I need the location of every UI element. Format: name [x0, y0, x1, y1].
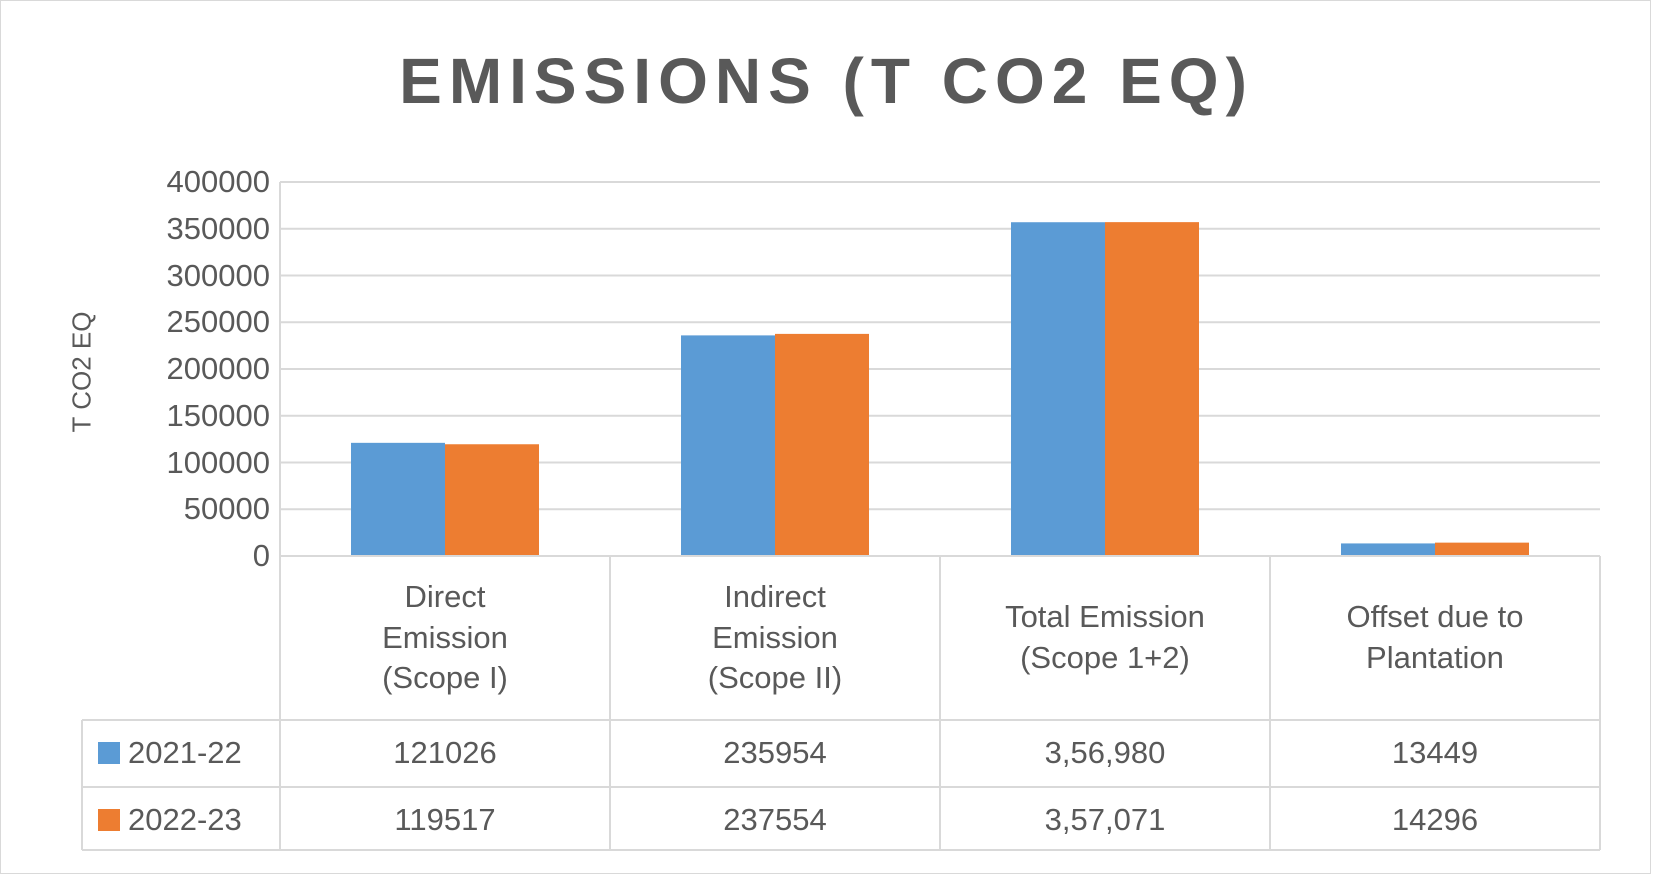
- table-cell: 14296: [1391, 802, 1479, 837]
- legend-entry-2021-22: 2021-22: [84, 720, 280, 786]
- y-tick-label: 250000: [166, 304, 270, 340]
- table-cell: 3,57,071: [1044, 802, 1166, 837]
- y-tick-label: 300000: [166, 257, 270, 293]
- table-cell: 13449: [1391, 735, 1479, 770]
- y-tick-label: 400000: [166, 164, 270, 199]
- bar-2022-23-0: [445, 444, 539, 556]
- y-tick-label: 0: [252, 538, 270, 573]
- table-cell: 237554: [723, 802, 827, 837]
- y-tick-label: 50000: [183, 491, 270, 527]
- x-category-label: Total Emission (Scope 1+2): [1005, 599, 1205, 675]
- legend-label: 2021-22: [128, 735, 242, 770]
- y-tick-label: 350000: [166, 210, 270, 246]
- bar-2022-23-1: [775, 333, 869, 556]
- y-tick-label: 100000: [166, 444, 270, 480]
- table-cell: 3,56,980: [1044, 735, 1166, 770]
- bar-2021-22-2: [1011, 222, 1105, 556]
- bar-2022-23-2: [1105, 222, 1199, 556]
- bar-2021-22-3: [1341, 543, 1435, 556]
- table-cell: 119517: [394, 802, 496, 837]
- table-cell: 235954: [723, 735, 827, 770]
- x-category-label: Indirect Emission (Scope II): [707, 578, 843, 696]
- legend-label: 2022-23: [128, 802, 242, 837]
- y-tick-label: 200000: [166, 351, 270, 386]
- legend-swatch: [98, 742, 120, 764]
- legend-swatch: [98, 809, 120, 831]
- x-category-label: Direct Emission (Scope I): [382, 578, 508, 696]
- legend-entry-2022-23: 2022-23: [84, 787, 280, 853]
- chart-title: EMISSIONS (T CO2 EQ): [399, 45, 1254, 117]
- bar-2021-22-1: [681, 335, 775, 556]
- table-cell: 121026: [393, 735, 497, 770]
- y-tick-label: 150000: [166, 397, 270, 433]
- bar-2021-22-0: [351, 442, 445, 556]
- x-category-label: Offset due to Plantation: [1346, 599, 1524, 675]
- bar-2022-23-3: [1435, 542, 1529, 556]
